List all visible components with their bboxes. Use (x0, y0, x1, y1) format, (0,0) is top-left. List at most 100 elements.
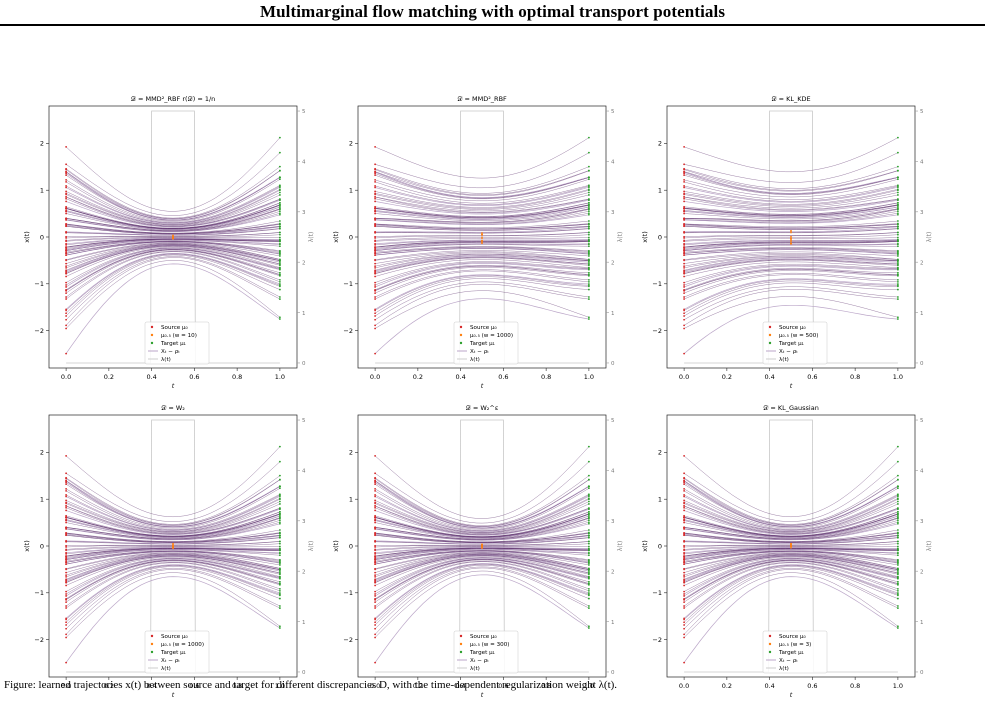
source-point (374, 209, 377, 212)
trajectory-line (66, 212, 280, 232)
source-point (683, 563, 686, 565)
trajectory-line (65, 494, 281, 531)
y-tick-label: 0 (40, 233, 44, 241)
source-point (65, 636, 68, 639)
source-point (65, 505, 68, 507)
target-point (278, 222, 281, 225)
trajectory-line (65, 576, 281, 663)
chart-title: 𝒟 = KL_Gaussian (763, 404, 819, 412)
target-point (896, 592, 899, 594)
trajectory-line (65, 185, 281, 224)
trajectory-line (684, 248, 898, 254)
legend-marker (459, 341, 463, 345)
target-point (587, 258, 590, 261)
trajectory-line (375, 199, 589, 215)
source-point (65, 621, 68, 624)
target-point (587, 169, 590, 172)
source-point (65, 548, 68, 551)
source-point (683, 196, 686, 198)
source-point (65, 483, 68, 486)
source-point (374, 308, 377, 311)
target-point (587, 582, 590, 585)
target-point (587, 487, 590, 490)
source-point (374, 246, 377, 248)
target-point (896, 510, 899, 513)
chart-legend: Source μ₀ μ₀.₅ (w = 500) Target μ₁ Xₜ − ρₜ λ… (762, 321, 828, 365)
trajectory-line (65, 558, 280, 597)
trajectory-line (684, 521, 898, 540)
target-point (278, 531, 281, 534)
source-point (374, 560, 377, 563)
target-point (587, 493, 590, 496)
source-point (683, 636, 686, 639)
legend-marker (768, 341, 772, 345)
trajectory-line (65, 567, 281, 629)
trajectory-line (65, 461, 281, 522)
source-point (374, 167, 377, 170)
source-point (683, 551, 686, 554)
trajectory-line (375, 257, 589, 274)
trajectory-line (374, 563, 590, 619)
trajectory-line (65, 199, 281, 228)
trajectory-line (65, 498, 281, 532)
y2-tick-label: 5 (920, 418, 924, 424)
target-point (896, 280, 899, 283)
trajectory-line (683, 558, 898, 597)
target-point (587, 531, 590, 534)
trajectory-line (683, 576, 899, 663)
trajectory-line (684, 249, 898, 256)
trajectory-line (375, 192, 589, 210)
trajectory-line (375, 170, 589, 196)
y2-tick-label: 4 (920, 160, 924, 166)
source-point (65, 242, 68, 245)
target-point (278, 597, 281, 600)
y2-tick-label: 1 (920, 311, 924, 317)
trajectory-line (375, 507, 589, 536)
trajectory-line (66, 511, 280, 537)
x-tick-label: 0.6 (807, 373, 817, 381)
y-axis-label: x(t) (23, 540, 31, 551)
target-point (587, 176, 590, 179)
chart-legend: Source μ₀ μ₀.₅ (w = 10) Target μ₁ Xₜ − ρₜ λ(… (144, 321, 210, 365)
target-point (278, 582, 281, 585)
legend-entry: Target μ₁ (160, 650, 186, 656)
target-point (587, 233, 590, 236)
y2-tick-label: 1 (920, 620, 924, 626)
y-tick-label: −1 (34, 589, 44, 597)
trajectory-line (65, 557, 280, 592)
target-point (587, 278, 590, 281)
y-tick-label: −1 (343, 589, 353, 597)
trajectory-line (684, 189, 898, 205)
target-point (278, 184, 281, 187)
source-point (374, 454, 377, 457)
source-point (374, 514, 377, 517)
trajectory-line (375, 520, 589, 540)
source-point (65, 595, 68, 597)
target-point (278, 198, 281, 200)
source-point (65, 601, 68, 604)
trajectory-line (375, 204, 589, 218)
trajectory-line (683, 286, 898, 321)
trajectory-line (374, 561, 589, 609)
target-point (587, 280, 590, 283)
target-point (587, 545, 590, 548)
target-point (896, 283, 899, 285)
source-point (374, 186, 377, 189)
trajectory-line (374, 475, 590, 526)
target-point (896, 531, 899, 534)
trajectory-line (375, 248, 589, 256)
target-point (278, 194, 281, 196)
x-tick-label: 0.6 (189, 373, 199, 381)
target-point (587, 500, 590, 503)
trajectory-line (375, 198, 589, 214)
target-point (278, 516, 281, 519)
legend-marker (459, 634, 463, 638)
trajectory-series (683, 137, 899, 354)
trajectory-line (684, 194, 898, 209)
y2-tick-label: 3 (611, 210, 615, 216)
trajectory-line (66, 223, 280, 234)
source-point (65, 298, 68, 300)
trajectory-line (375, 181, 589, 204)
trajectory-line (684, 204, 898, 216)
source-point (683, 607, 686, 609)
